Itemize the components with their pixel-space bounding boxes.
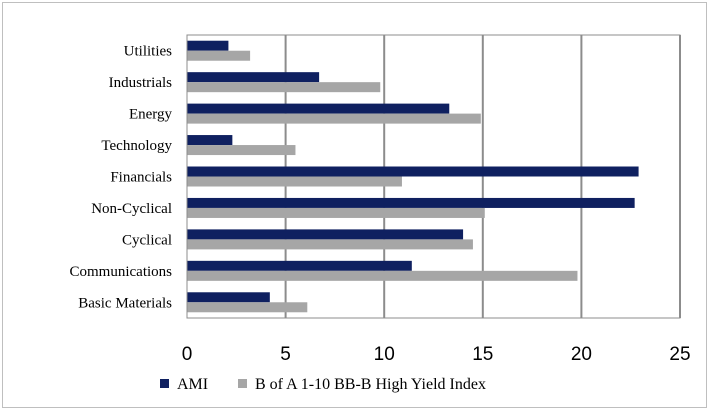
x-tick-label: 10 xyxy=(374,344,395,365)
bar-ami-energy xyxy=(187,103,450,114)
category-label: Basic Materials xyxy=(78,295,172,311)
bar-ami-communications xyxy=(187,260,412,271)
bar-index-non-cyclical xyxy=(187,207,485,218)
bar-ami-financials xyxy=(187,166,639,177)
category-labels: Utilities Industrials Energy Technology Fina… xyxy=(70,44,173,312)
bar-ami-industrials xyxy=(187,72,320,83)
x-tick-label: 20 xyxy=(571,344,592,365)
bar-index-energy xyxy=(187,113,481,124)
bar-ami-cyclical xyxy=(187,229,464,240)
x-tick-label: 0 xyxy=(182,344,193,365)
bar-index-communications xyxy=(187,270,578,281)
legend-label-ami: AMI xyxy=(177,376,208,393)
bar-ami-utilities xyxy=(187,40,229,51)
category-label: Non-Cyclical xyxy=(91,201,172,217)
x-tick-label: 25 xyxy=(669,344,690,365)
bar-index-technology xyxy=(187,145,296,156)
x-tick-label: 5 xyxy=(280,344,291,365)
category-label: Technology xyxy=(101,138,172,154)
category-label: Financials xyxy=(110,170,172,186)
legend-label-index: B of A 1-10 BB-B High Yield Index xyxy=(255,376,486,393)
legend: AMI B of A 1-10 BB-B High Yield Index xyxy=(160,376,486,393)
category-label: Communications xyxy=(70,264,173,280)
x-tick-label: 15 xyxy=(472,344,493,365)
bar-ami-basic-materials xyxy=(187,292,270,303)
legend-swatch-index xyxy=(238,379,247,388)
category-label: Industrials xyxy=(109,75,172,91)
x-tick-labels: 0 5 10 15 20 25 xyxy=(182,344,691,365)
bar-ami-non-cyclical xyxy=(187,197,635,208)
bars-group xyxy=(186,35,639,318)
bar-index-financials xyxy=(187,176,402,187)
bar-index-utilities xyxy=(187,50,251,61)
category-label: Cyclical xyxy=(122,232,172,248)
bar-index-industrials xyxy=(187,82,381,93)
category-label: Utilities xyxy=(124,44,172,60)
legend-swatch-ami xyxy=(160,379,169,388)
bar-index-basic-materials xyxy=(187,302,308,313)
category-label: Energy xyxy=(129,107,173,123)
bar-ami-technology xyxy=(187,135,233,146)
bar-index-cyclical xyxy=(187,239,473,250)
